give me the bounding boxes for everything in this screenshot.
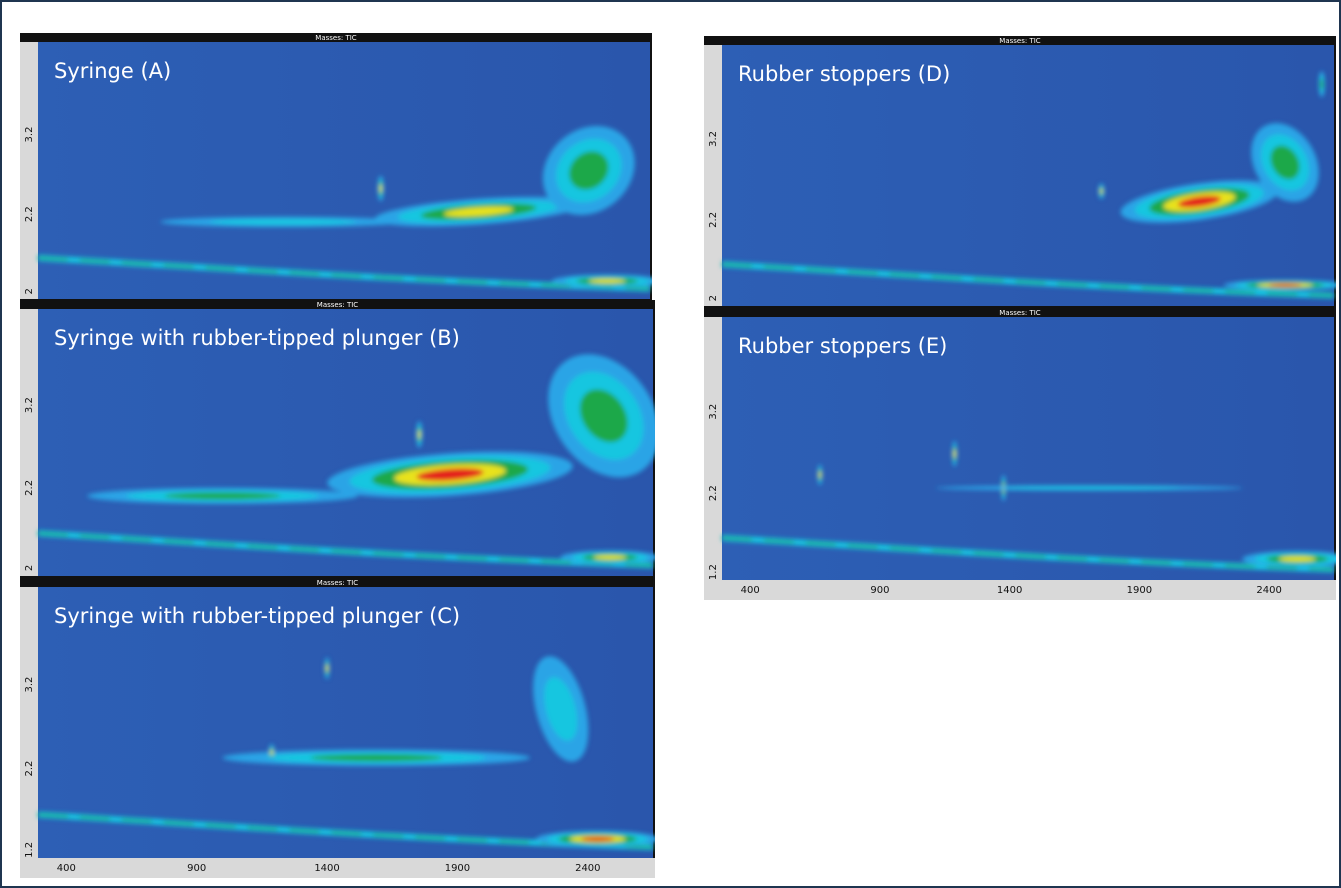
x-tick-label: 1400 xyxy=(314,863,339,874)
signal-blob xyxy=(1268,284,1301,287)
panel-label: Syringe (A) xyxy=(54,59,171,83)
y-axis-strip xyxy=(20,309,38,576)
y-axis-strip xyxy=(704,317,722,580)
y-tick-label: 2.2 xyxy=(24,480,35,496)
x-tick-label: 900 xyxy=(870,585,889,596)
x-tick-label: 400 xyxy=(741,585,760,596)
y-tick-label: 1.2 xyxy=(24,842,35,858)
y-axis-strip xyxy=(20,42,38,299)
signal-blob xyxy=(209,219,356,225)
y-tick-label: 2.2 xyxy=(24,761,35,777)
signal-blob xyxy=(953,449,956,458)
signal-blob xyxy=(379,184,382,193)
chromatogram-panel: Masses: TIC Rubber stoppers (D) 3.2 2.2 2 xyxy=(704,36,1336,308)
x-tick-label: 900 xyxy=(187,863,206,874)
y-axis-strip xyxy=(20,587,38,858)
y-tick-label: 3.2 xyxy=(708,131,719,147)
y-tick-label: 3.2 xyxy=(708,404,719,420)
y-tick-label: 3.2 xyxy=(24,397,35,413)
x-tick-label: 400 xyxy=(57,863,76,874)
y-tick-label: 2 xyxy=(24,565,35,571)
signal-blob xyxy=(581,837,615,841)
panel-label: Syringe with rubber-tipped plunger (C) xyxy=(54,604,460,628)
panel-header: Masses: TIC xyxy=(317,301,359,309)
panel-header: Masses: TIC xyxy=(315,34,357,42)
signal-blob xyxy=(1320,79,1323,90)
signal-blob xyxy=(1279,556,1316,561)
signal-blob xyxy=(997,486,1181,489)
panel-label: Rubber stoppers (E) xyxy=(738,334,947,358)
panel-header: Masses: TIC xyxy=(999,309,1041,317)
y-tick-label: 2 xyxy=(24,288,35,294)
signal-blob xyxy=(326,665,329,672)
x-tick-label: 2400 xyxy=(575,863,600,874)
y-axis-strip xyxy=(704,45,722,306)
y-tick-label: 2.2 xyxy=(708,212,719,228)
chromatogram-panel: Masses: TIC Syringe with rubber-tipped pl… xyxy=(20,578,655,878)
chromatogram-panel: Masses: TIC Syringe (A) 3.2 2.2 2 xyxy=(20,33,652,301)
y-tick-label: 3.2 xyxy=(24,677,35,693)
signal-blob xyxy=(418,430,421,439)
y-tick-label: 1.2 xyxy=(708,564,719,580)
signal-blob xyxy=(818,471,821,478)
chromatogram-panel: Masses: TIC Rubber stoppers (E) 3.2 2.2 1.2 4… xyxy=(704,308,1336,600)
signal-blob xyxy=(165,492,281,499)
panel-label: Syringe with rubber-tipped plunger (B) xyxy=(54,326,460,350)
panel-header: Masses: TIC xyxy=(317,579,359,587)
signal-blob xyxy=(270,750,273,755)
x-tick-label: 1400 xyxy=(997,585,1022,596)
y-tick-label: 3.2 xyxy=(24,127,35,143)
signal-blob xyxy=(1100,189,1103,194)
signal-blob xyxy=(589,279,626,283)
y-tick-label: 2.2 xyxy=(708,485,719,501)
y-tick-label: 2 xyxy=(708,295,719,301)
y-tick-label: 2.2 xyxy=(24,206,35,222)
panel-header: Masses: TIC xyxy=(999,37,1041,45)
signal-blob xyxy=(310,754,442,761)
x-tick-label: 1900 xyxy=(1127,585,1152,596)
x-tick-label: 1900 xyxy=(445,863,470,874)
x-tick-label: 2400 xyxy=(1256,585,1281,596)
signal-blob xyxy=(594,555,627,559)
panel-label: Rubber stoppers (D) xyxy=(738,62,950,86)
chromatogram-panel: Masses: TIC Syringe with rubber-tipped pl… xyxy=(20,300,655,578)
